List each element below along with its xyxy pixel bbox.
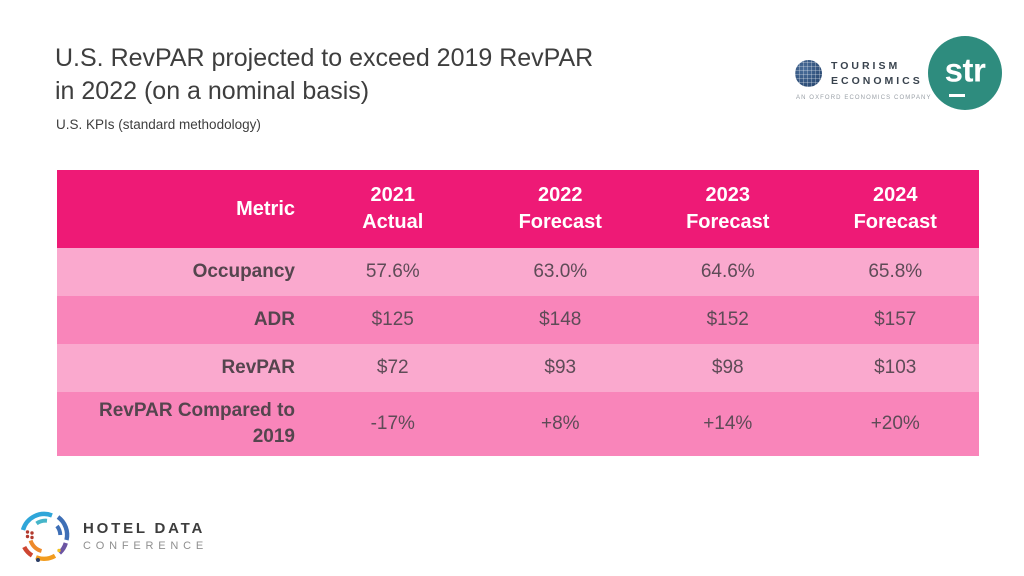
str-logo-text: str [944, 51, 986, 89]
cell-value: $157 [874, 309, 917, 330]
header-2022-year: 2022 [538, 184, 583, 206]
cell-value: 64.6% [700, 261, 755, 282]
header-2022-type: Forecast [518, 211, 602, 233]
header-cell-2024: 2024 Forecast [812, 182, 980, 236]
header-cell-2022: 2022 Forecast [477, 182, 645, 236]
tourism-economics-name-line2: ECONOMICS [831, 75, 923, 87]
row-label: RevPAR Compared to 2019 [57, 398, 309, 450]
slide-title-line2: in 2022 (on a nominal basis) [55, 77, 370, 105]
row-label-text: RevPAR Compared to 2019 [98, 400, 295, 447]
header-cell-metric: Metric [236, 197, 295, 220]
row-label-text: ADR [253, 309, 295, 330]
globe-icon [795, 60, 822, 87]
hdc-logo-line1: HOTEL DATA [83, 520, 206, 537]
hdc-logo-line2: CONFERENCE [83, 540, 209, 552]
cell-value: $93 [544, 357, 577, 378]
table-header-row: Metric 2021 Actual 2022 Forecast 2023 Fo… [57, 170, 979, 248]
table-row-revpar: RevPAR $72 $93 $98 $103 [57, 344, 979, 392]
str-logo-underline [949, 93, 965, 97]
row-label: Occupancy [57, 259, 309, 285]
header-cell-2023: 2023 Forecast [644, 182, 812, 236]
header-cell-2021: 2021 Actual [309, 182, 477, 236]
header-2024-year: 2024 [873, 184, 918, 206]
cell-value: $72 [376, 357, 409, 378]
slide-title-line1: U.S. RevPAR projected to exceed 2019 Rev… [55, 44, 594, 72]
row-label-text: RevPAR [221, 357, 295, 378]
str-logo: str [928, 36, 1002, 110]
tourism-economics-logo: TOURISM ECONOMICS AN OXFORD ECONOMICS CO… [795, 57, 931, 103]
hdc-logo-text: HOTEL DATA CONFERENCE [83, 520, 208, 552]
kpi-table: Metric 2021 Actual 2022 Forecast 2023 Fo… [57, 170, 979, 456]
header-2023-type: Forecast [686, 211, 770, 233]
hdc-swirl-icon [20, 511, 70, 562]
slide-subtitle: U.S. KPIs (standard methodology) [56, 117, 261, 132]
table-row-revpar-vs-2019: RevPAR Compared to 2019 -17% +8% +14% +2… [57, 392, 979, 456]
cell-value: $125 [371, 309, 414, 330]
header-2024-type: Forecast [853, 211, 937, 233]
cell-value: 63.0% [533, 261, 588, 282]
cell-value: 57.6% [365, 261, 420, 282]
table-row-adr: ADR $125 $148 $152 $157 [57, 296, 979, 344]
row-label-text: Occupancy [192, 261, 295, 282]
hotel-data-conference-logo: HOTEL DATA CONFERENCE [16, 507, 208, 565]
cell-value: $103 [874, 357, 917, 378]
cell-value: $148 [539, 309, 582, 330]
tourism-economics-name-line1: TOURISM [831, 60, 901, 72]
cell-value: +14% [703, 413, 753, 434]
header-2023-year: 2023 [705, 184, 751, 206]
slide-title: U.S. RevPAR projected to exceed 2019 Rev… [55, 42, 593, 108]
tourism-economics-tagline: AN OXFORD ECONOMICS COMPANY [796, 95, 932, 101]
table-row-occupancy: Occupancy 57.6% 63.0% 64.6% 65.8% [57, 248, 979, 296]
cell-value: +8% [540, 413, 580, 434]
header-2021-type: Actual [362, 211, 424, 233]
cell-value: 65.8% [868, 261, 923, 282]
row-label: RevPAR [57, 355, 309, 381]
cell-value: $98 [711, 357, 744, 378]
header-2021-year: 2021 [370, 184, 416, 206]
cell-value: -17% [370, 413, 415, 434]
cell-value: $152 [706, 309, 749, 330]
row-label: ADR [57, 307, 309, 333]
cell-value: +20% [870, 413, 920, 434]
tourism-economics-name: TOURISM ECONOMICS [831, 59, 923, 89]
